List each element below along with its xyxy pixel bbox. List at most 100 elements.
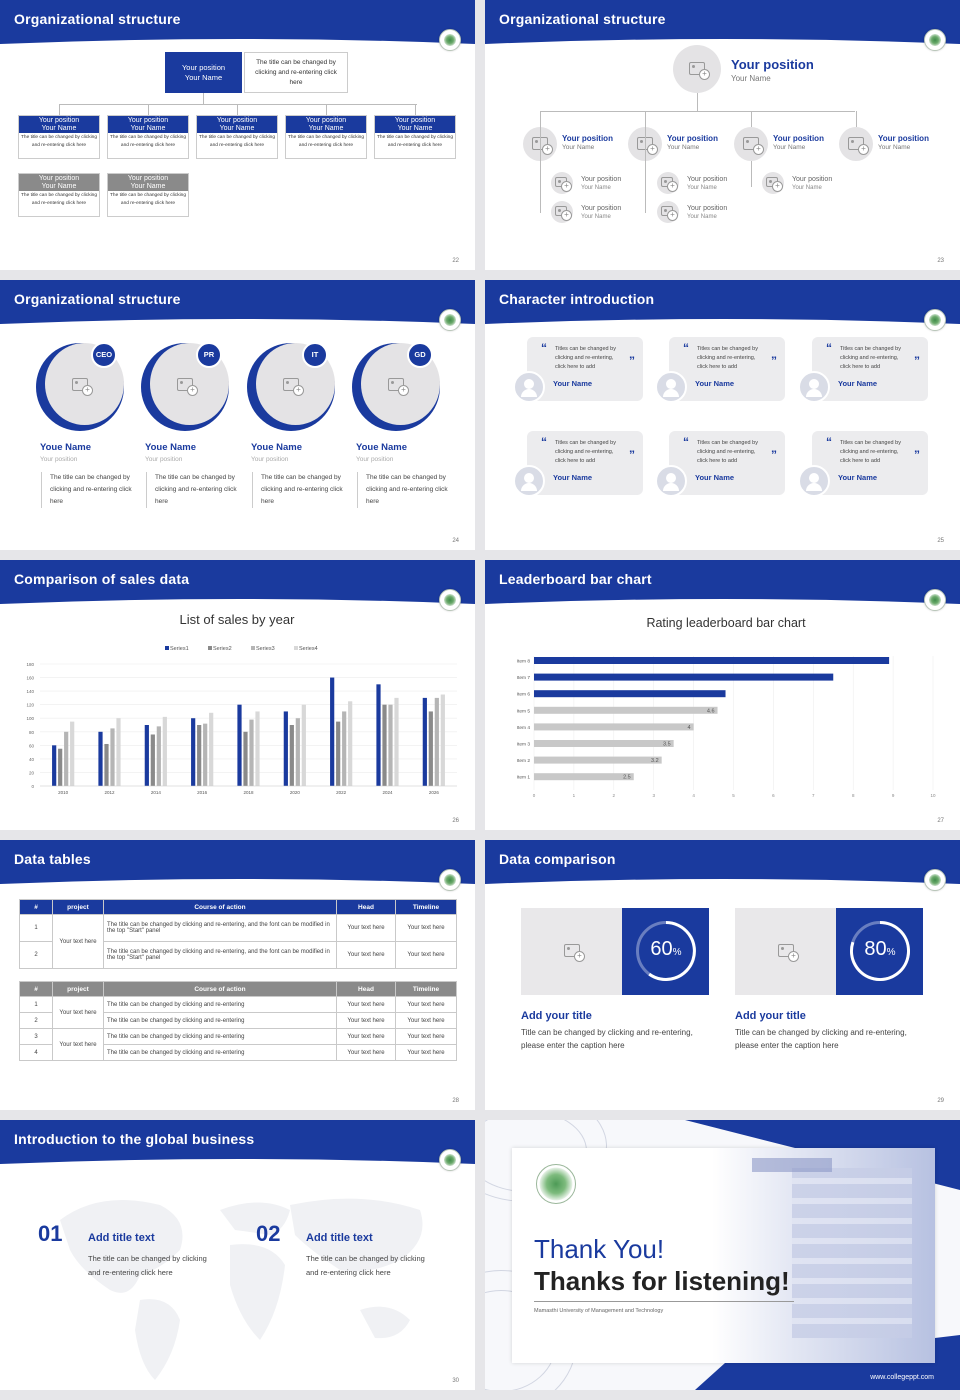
x-tick-label: 4 (692, 793, 695, 798)
portrait-placeholder[interactable]: IT (247, 342, 335, 431)
testimonial-card[interactable]: “ Titles can be changed by clicking and r… (812, 431, 928, 495)
image-placeholder-icon (555, 206, 572, 221)
slide-30[interactable]: Introduction to the global business 01 Ad… (0, 1120, 475, 1390)
col-header: # (19, 981, 53, 997)
category-label: Item 6 (517, 692, 531, 698)
item-description: The title can be changed by clicking and… (88, 1254, 207, 1277)
col-header: Timeline (395, 981, 457, 997)
bar (116, 718, 121, 786)
testimonial-card[interactable]: “ Titles can be changed by clicking and r… (527, 337, 643, 401)
slide-title: Introduction to the global business (14, 1131, 255, 1147)
top-position-box[interactable]: Your position Your Name (165, 52, 242, 93)
percent-panel: 60% (622, 908, 709, 995)
slide-23[interactable]: Organizational structure Your positionYo… (485, 0, 960, 270)
x-tick-label: 10 (930, 793, 936, 798)
item-description: The title can be changed by clicking and… (306, 1254, 425, 1277)
data-label: 4 (688, 725, 691, 731)
category-label: Item 3 (517, 742, 531, 748)
close-quote-icon: ” (771, 448, 777, 462)
position-box[interactable]: Your position Your Name The title can be c… (107, 115, 189, 159)
university-logo-icon (439, 1149, 461, 1171)
website-url[interactable]: www.collegeppt.com (870, 1374, 934, 1381)
col-header: Timeline (395, 899, 457, 915)
open-quote-icon: “ (541, 435, 547, 449)
avatar-icon (513, 465, 545, 497)
testimonial-text: Titles can be changed by clicking and re… (555, 346, 616, 370)
header-band (0, 560, 475, 604)
image-placeholder[interactable] (521, 908, 622, 995)
slide-24[interactable]: Organizational structure CEO Youe Name You… (0, 280, 475, 550)
role-badge: PR (196, 342, 222, 368)
connector (326, 104, 327, 115)
portrait-placeholder[interactable]: GD (352, 342, 440, 431)
avatar-placeholder[interactable] (551, 201, 573, 223)
bar (434, 697, 439, 786)
top-position: Your position Your Name (731, 57, 814, 84)
bar (249, 719, 254, 786)
person-name: Your Name (838, 379, 878, 388)
x-tick-label: 2022 (336, 790, 347, 795)
bar (104, 743, 109, 786)
person-position: Your position (145, 456, 183, 463)
position-box[interactable]: Your position Your Name The title can be c… (374, 115, 456, 159)
bar (534, 740, 674, 747)
progress-arc (648, 921, 696, 981)
bar (203, 723, 208, 786)
position-box[interactable]: Your position Your Name The title can be c… (18, 115, 100, 159)
testimonial-card[interactable]: “ Titles can be changed by clicking and r… (527, 431, 643, 495)
image-placeholder[interactable] (735, 908, 836, 995)
image-placeholder-icon (388, 378, 409, 396)
top-description: The title can be changed by clicking and… (244, 52, 348, 93)
avatar-placeholder[interactable] (551, 172, 573, 194)
avatar-placeholder[interactable] (657, 172, 679, 194)
testimonial-card[interactable]: “ Titles can be changed by clicking and r… (812, 337, 928, 401)
name-label: Your Name (397, 125, 433, 132)
testimonial-card[interactable]: “ Titles can be changed by clicking and r… (669, 337, 785, 401)
role-badge: IT (302, 342, 328, 368)
slide-25[interactable]: Character introduction “ Titles can be ch… (485, 280, 960, 550)
sub-position: Your position Your Name (581, 176, 622, 191)
top-avatar-placeholder[interactable] (673, 45, 721, 93)
avatar-placeholder[interactable] (762, 172, 784, 194)
slide-31[interactable]: Thank You! Thanks for listening! Mamasth… (485, 1120, 960, 1390)
table-row: 1 Your text here The title can be change… (19, 914, 457, 969)
legend-swatch (251, 646, 255, 650)
header-band (0, 1120, 475, 1164)
bar (144, 725, 149, 786)
legend-label: Series2 (213, 646, 232, 652)
legend-label: Series3 (256, 646, 275, 652)
category-label: Item 1 (517, 775, 531, 781)
sub-position: Your position Your Name (581, 205, 622, 220)
project-cell: Your text here (52, 914, 104, 969)
slide-22[interactable]: Organizational structure Your position Yo… (0, 0, 475, 270)
y-tick-label: 100 (26, 716, 34, 721)
slide-title: Organizational structure (14, 11, 181, 27)
position-box[interactable]: Your position Your Name The title can be c… (18, 173, 100, 217)
portrait-placeholder[interactable]: PR (141, 342, 229, 431)
bar (70, 721, 75, 786)
testimonial-card[interactable]: “ Titles can be changed by clicking and r… (669, 431, 785, 495)
avatar-placeholder[interactable] (839, 127, 873, 161)
position-box[interactable]: Your position Your Name The title can be c… (196, 115, 278, 159)
position-box[interactable]: Your position Your Name The title can be c… (285, 115, 367, 159)
col-header: Course of action (103, 981, 337, 997)
slide-28[interactable]: Data tables # project Course of action H… (0, 840, 475, 1110)
position-box[interactable]: Your position Your Name The title can be c… (107, 173, 189, 217)
bar (52, 745, 57, 786)
category-label: Item 8 (517, 659, 531, 665)
header-band (0, 280, 475, 324)
table-row: 1 Your text here The title can be change… (19, 996, 457, 1029)
avatar-placeholder[interactable] (734, 127, 768, 161)
image-placeholder-icon (72, 378, 93, 396)
slide-title: Data comparison (499, 851, 616, 867)
avatar-placeholder[interactable] (657, 201, 679, 223)
slide-27[interactable]: Leaderboard bar chart Rating leaderboard… (485, 560, 960, 830)
university-logo-icon (924, 869, 946, 891)
x-tick-label: 5 (732, 793, 735, 798)
portrait-placeholder[interactable]: CEO (36, 342, 124, 431)
page-number: 26 (452, 818, 459, 824)
thanks-subtitle: Thanks for listening! (534, 1266, 790, 1296)
slide-29[interactable]: Data comparison 60% Add your title Title c… (485, 840, 960, 1110)
percent-panel: 80% (836, 908, 923, 995)
slide-26[interactable]: Comparison of sales data List of sales b… (0, 560, 475, 830)
